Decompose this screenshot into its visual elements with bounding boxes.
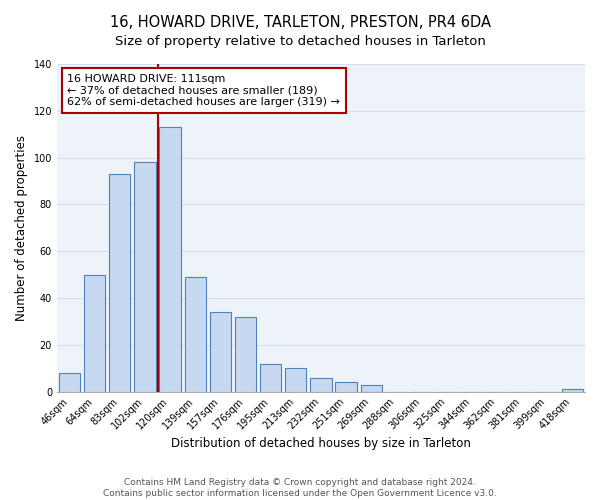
Bar xyxy=(235,317,256,392)
Text: Contains HM Land Registry data © Crown copyright and database right 2024.
Contai: Contains HM Land Registry data © Crown c… xyxy=(103,478,497,498)
Bar xyxy=(185,277,206,392)
Bar xyxy=(84,274,106,392)
Y-axis label: Number of detached properties: Number of detached properties xyxy=(15,135,28,321)
Bar xyxy=(285,368,307,392)
Text: 16, HOWARD DRIVE, TARLETON, PRESTON, PR4 6DA: 16, HOWARD DRIVE, TARLETON, PRESTON, PR4… xyxy=(110,15,491,30)
X-axis label: Distribution of detached houses by size in Tarleton: Distribution of detached houses by size … xyxy=(171,437,471,450)
Bar xyxy=(160,127,181,392)
Text: Size of property relative to detached houses in Tarleton: Size of property relative to detached ho… xyxy=(115,35,485,48)
Bar xyxy=(335,382,357,392)
Text: 16 HOWARD DRIVE: 111sqm
← 37% of detached houses are smaller (189)
62% of semi-d: 16 HOWARD DRIVE: 111sqm ← 37% of detache… xyxy=(67,74,340,107)
Bar xyxy=(109,174,130,392)
Bar xyxy=(310,378,332,392)
Bar xyxy=(260,364,281,392)
Bar xyxy=(134,162,155,392)
Bar xyxy=(59,373,80,392)
Bar xyxy=(562,390,583,392)
Bar xyxy=(361,384,382,392)
Bar xyxy=(209,312,231,392)
